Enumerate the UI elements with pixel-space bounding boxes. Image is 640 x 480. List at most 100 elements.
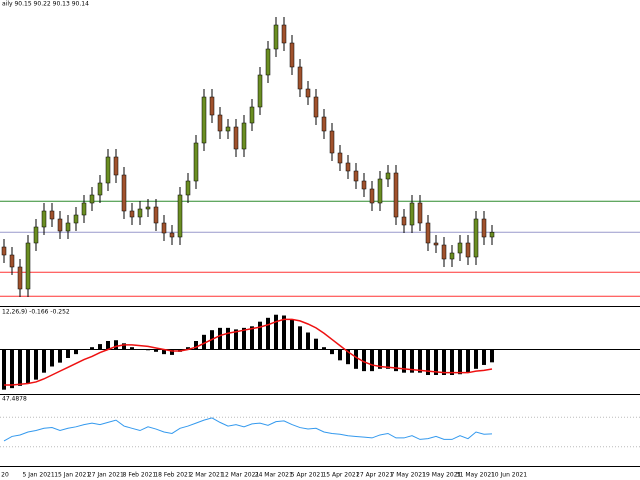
candle-body <box>329 130 335 154</box>
macd-bar <box>330 349 334 355</box>
candle-body <box>361 180 367 190</box>
candle-body <box>145 206 151 210</box>
candle-body <box>1 246 7 256</box>
candle-body <box>209 96 215 116</box>
candle-body <box>345 162 351 172</box>
x-tick-label: 12 Mar 2021 <box>221 472 259 479</box>
x-tick-label: 5 Jan 2021 <box>23 472 55 479</box>
macd-bar <box>466 349 470 373</box>
candle-body <box>49 210 55 220</box>
macd-bar <box>250 326 254 350</box>
macd-bar <box>34 349 38 380</box>
macd-bar <box>386 349 390 369</box>
x-tick-label: 20 <box>1 472 9 479</box>
macd-bar <box>354 349 358 369</box>
candle-body <box>449 252 455 260</box>
candle-body <box>433 242 439 246</box>
macd-bar <box>226 327 230 350</box>
candle-body <box>89 194 95 204</box>
x-tick-label: 15 Jan 2021 <box>54 472 90 479</box>
candle-body <box>33 226 39 244</box>
x-tick-label: 31 May 2021 <box>456 472 495 479</box>
candle-body <box>161 222 167 234</box>
macd-bar <box>258 321 262 350</box>
macd-bar <box>274 314 278 350</box>
candle-body <box>57 218 63 232</box>
candle-body <box>393 172 399 218</box>
macd-bar <box>2 349 6 390</box>
candle-body <box>105 156 111 184</box>
candle-body <box>369 188 375 204</box>
candle-body <box>41 210 47 228</box>
macd-bar <box>362 349 366 372</box>
candle-body <box>233 126 239 150</box>
candle-body <box>257 74 263 108</box>
candle-body <box>321 116 327 132</box>
candle-body <box>65 222 71 232</box>
rsi-header: 47.4878 <box>2 396 27 403</box>
candle-body <box>281 24 287 44</box>
candle-body <box>273 24 279 50</box>
macd-bar <box>450 349 454 375</box>
x-tick-label: 10 Jun 2021 <box>491 472 527 479</box>
candle-body <box>305 88 311 98</box>
macd-bar <box>338 349 342 361</box>
x-tick-label: 19 May 2021 <box>422 472 461 479</box>
candle-body <box>265 48 271 76</box>
macd-bar <box>242 327 246 350</box>
macd-bar <box>58 349 62 363</box>
x-tick-label: 5 Apr 2021 <box>291 472 324 479</box>
macd-bar <box>378 349 382 369</box>
main-header: aily 90.15 90.22 90.13 90.14 <box>2 1 89 8</box>
macd-bar <box>114 340 118 350</box>
macd-bar <box>370 349 374 372</box>
macd-bar <box>98 344 102 350</box>
macd-bar <box>50 349 54 367</box>
candle-body <box>297 66 303 90</box>
x-tick-label: 27 Jan 2021 <box>88 472 124 479</box>
x-tick-label: 27 Apr 2021 <box>356 472 393 479</box>
macd-bar <box>290 319 294 350</box>
macd-bar <box>402 349 406 373</box>
macd-bar <box>442 349 446 375</box>
candle-body <box>249 106 255 124</box>
macd-bar <box>130 347 134 350</box>
macd-bar <box>346 349 350 365</box>
candle-body <box>129 210 135 218</box>
macd-bar <box>298 326 302 350</box>
candle-body <box>409 202 415 226</box>
candle-body <box>489 231 495 238</box>
candle-body <box>465 242 471 258</box>
x-tick-label: 7 May 2021 <box>391 472 426 479</box>
macd-bar <box>90 347 94 350</box>
signal-line <box>4 318 493 386</box>
macd-bar <box>482 349 486 365</box>
candle-body <box>217 114 223 132</box>
macd-bar <box>218 327 222 350</box>
candle-body <box>17 266 23 290</box>
candle-body <box>25 242 31 290</box>
macd-bar <box>186 347 190 350</box>
candle-body <box>9 254 15 268</box>
candle-body <box>73 214 79 224</box>
candle-body <box>113 156 119 176</box>
candle-body <box>97 182 103 196</box>
macd-bar <box>170 349 174 355</box>
x-tick-label: 24 Mar 2021 <box>255 472 293 479</box>
macd-bar <box>266 317 270 350</box>
macd-bar <box>322 347 326 350</box>
macd-bar <box>146 349 150 351</box>
macd-bar <box>74 349 78 355</box>
macd-bar <box>394 349 398 372</box>
macd-bar <box>18 349 22 386</box>
macd-bar <box>202 334 206 350</box>
candle-body <box>241 122 247 150</box>
candle-body <box>353 170 359 182</box>
candle-body <box>153 206 159 224</box>
candle-body <box>137 208 143 218</box>
candle-body <box>81 202 87 216</box>
macd-bar <box>282 315 286 350</box>
x-tick-label: 2 Mar 2021 <box>189 472 223 479</box>
